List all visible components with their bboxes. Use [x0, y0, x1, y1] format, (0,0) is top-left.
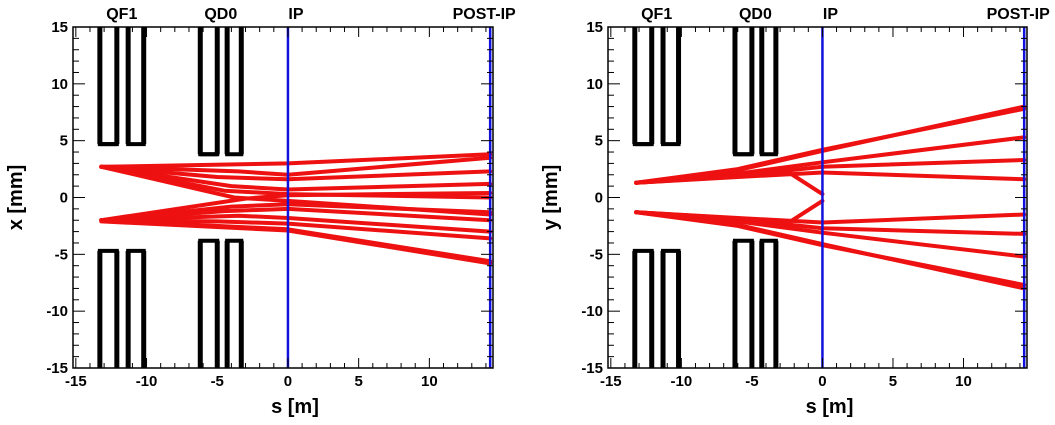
trajectory-12 — [634, 198, 825, 226]
magnet-label-qf1: QF1 — [641, 6, 672, 23]
x-tick-label: -10 — [671, 373, 693, 390]
x-tick-label: -15 — [65, 373, 87, 390]
x-tick-label: 0 — [818, 373, 826, 390]
y-tick-label: 10 — [51, 76, 68, 93]
y-tick-label: -10 — [581, 303, 603, 320]
x-axis-title: s [m] — [806, 396, 854, 418]
y-axis-title: y [mm] — [540, 165, 562, 231]
y-axis-title: x [mm] — [5, 165, 27, 231]
magnet-qd0: QD0 — [732, 6, 779, 368]
x-tick-label: -5 — [211, 373, 224, 390]
trajectory-9 — [99, 206, 493, 223]
marker-label-ip: IP — [823, 6, 838, 23]
trajectory-4 — [99, 164, 493, 192]
x-tick-label: 10 — [421, 373, 438, 390]
trajectory-11 — [99, 218, 493, 241]
magnet-qf1: QF1 — [97, 6, 147, 368]
y-axis: -15 -10 -5 0 5 10 15 — [46, 19, 493, 377]
magnet-label-qd0: QD0 — [204, 6, 237, 23]
chart-panel-2: QF1 QD0 IP POST-IP -15 -10 -5 0 5 10 -15 -10 -5 0 5 10 1… — [540, 6, 1050, 418]
marker-label-ip: IP — [288, 6, 303, 23]
y-tick-label: 0 — [60, 190, 68, 207]
x-tick-label: -5 — [745, 373, 758, 390]
y-tick-label: 5 — [60, 133, 68, 150]
y-tick-label: -5 — [55, 246, 68, 263]
x-tick-label: 10 — [955, 373, 972, 390]
chart-panel-1: QF1 QD0 IP POST-IP -15 -10 -5 0 5 10 -15 -10 -5 0 5 10 1… — [5, 6, 516, 418]
marker-label-post-ip: POST-IP — [453, 6, 516, 23]
y-tick-label: -15 — [581, 360, 603, 377]
y-tick-label: 15 — [586, 19, 603, 36]
trajectory-6 — [634, 169, 825, 197]
x-tick-label: -15 — [600, 373, 622, 390]
magnet-label-qd0: QD0 — [739, 6, 772, 23]
y-tick-label: -15 — [46, 360, 68, 377]
trajectory-7 — [99, 191, 493, 223]
trajectory-11 — [634, 210, 1027, 291]
y-tick-label: 0 — [595, 190, 603, 207]
x-tick-label: 5 — [889, 373, 897, 390]
x-axis: -15 -10 -5 0 5 10 — [600, 27, 1021, 390]
trajectory-2 — [99, 155, 493, 177]
x-tick-label: 0 — [284, 373, 292, 390]
y-tick-label: 10 — [586, 76, 603, 93]
x-tick-label: 5 — [354, 373, 362, 390]
magnet-qd0: QD0 — [197, 6, 244, 368]
y-tick-label: 5 — [595, 133, 603, 150]
x-axis-title: s [m] — [271, 396, 319, 418]
trajectory-3 — [99, 164, 493, 182]
marker-label-post-ip: POST-IP — [987, 6, 1050, 23]
plot-frame — [607, 26, 1028, 369]
x-tick-label: -10 — [136, 373, 158, 390]
x-axis: -15 -10 -5 0 5 10 — [65, 27, 487, 390]
trajectory-10 — [99, 213, 493, 234]
magnet-qf1: QF1 — [632, 6, 682, 368]
y-tick-label: -10 — [46, 303, 68, 320]
y-tick-label: -5 — [590, 246, 603, 263]
y-tick-label: 15 — [51, 19, 68, 36]
y-axis: -15 -10 -5 0 5 10 15 — [581, 19, 1027, 377]
trajectory-1 — [99, 152, 493, 169]
magnet-label-qf1: QF1 — [106, 6, 137, 23]
